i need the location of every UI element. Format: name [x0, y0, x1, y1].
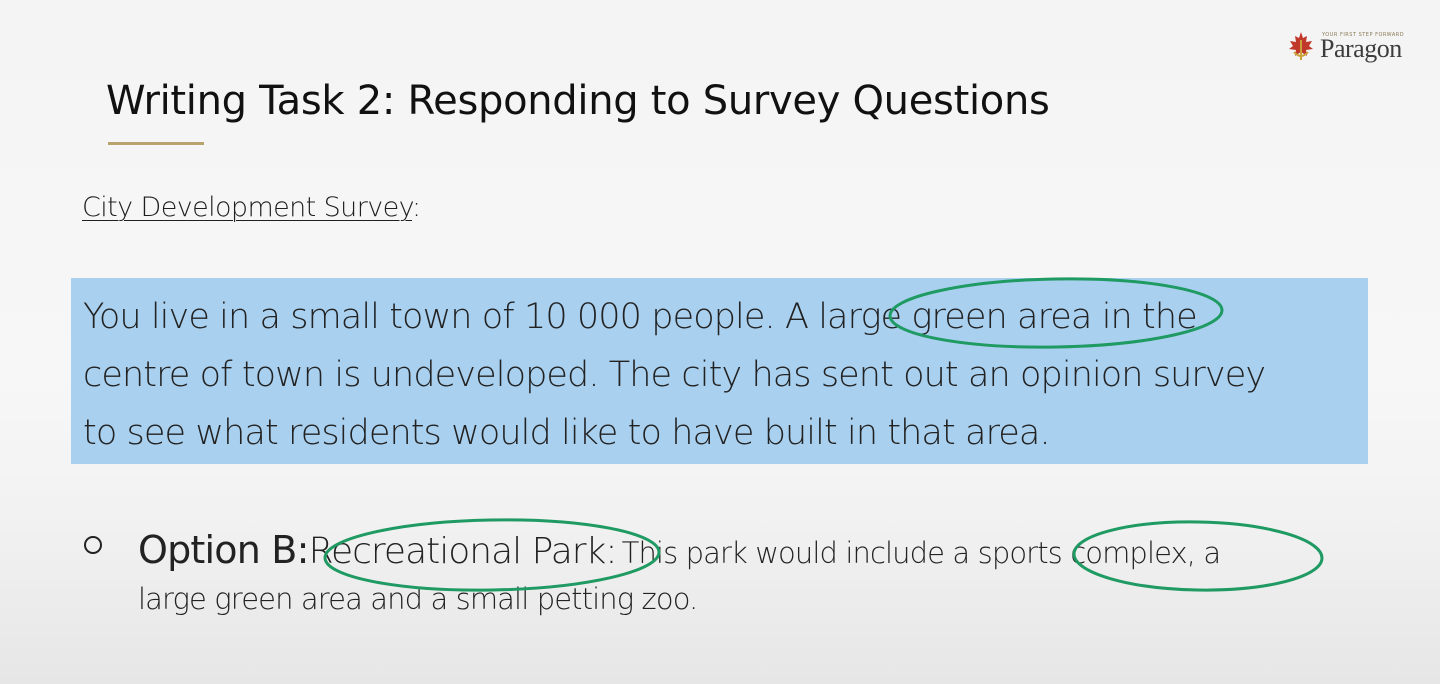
- survey-heading-text: City Development Survey: [82, 192, 413, 223]
- option-b-line-1: Option B:Recreational Park: This park wo…: [138, 528, 1398, 582]
- option-description-line-2: large green area and a small petting zoo…: [138, 582, 698, 616]
- scenario-line-3: to see what residents would like to have…: [83, 413, 1051, 453]
- maple-leaf-icon: [1289, 32, 1313, 60]
- paragon-logo: YOUR FIRST STEP FORWARD Paragon: [1286, 28, 1416, 68]
- option-title: Recreational Park:: [308, 531, 618, 572]
- title-underline-rule: [108, 142, 204, 145]
- page-title: Writing Task 2: Responding to Survey Que…: [106, 78, 1050, 124]
- option-description-line-1: This park would include a sports complex…: [621, 536, 1222, 570]
- survey-heading: City Development Survey:: [82, 192, 421, 223]
- logo-name: Paragon: [1320, 34, 1402, 63]
- bullet-circle-icon: [84, 536, 102, 554]
- survey-heading-colon: :: [412, 192, 421, 223]
- logo-tagline: YOUR FIRST STEP FORWARD: [1322, 32, 1405, 38]
- scenario-box: You live in a small town of 10 000 peopl…: [71, 278, 1368, 464]
- option-label: Option B:: [138, 528, 309, 572]
- scenario-line-1: You live in a small town of 10 000 peopl…: [83, 297, 1198, 337]
- option-b: Option B:Recreational Park: This park wo…: [138, 528, 1398, 616]
- scenario-text: You live in a small town of 10 000 peopl…: [83, 288, 1373, 462]
- scenario-line-2: centre of town is undeveloped. The city …: [83, 355, 1266, 395]
